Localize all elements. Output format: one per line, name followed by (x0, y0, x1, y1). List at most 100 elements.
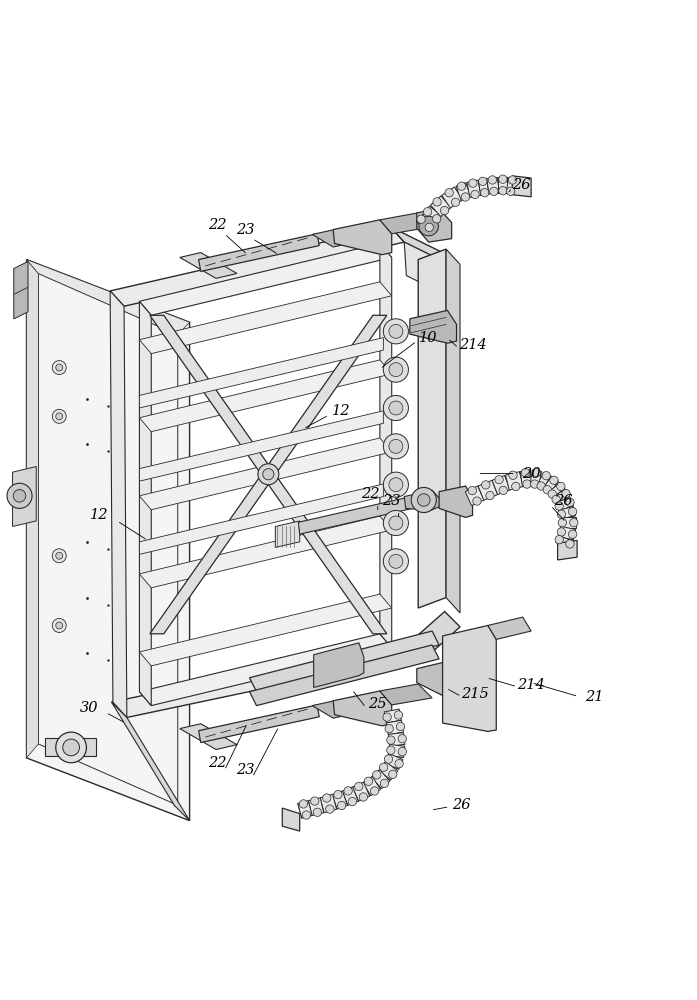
Text: 10: 10 (420, 331, 438, 345)
Circle shape (313, 808, 321, 816)
Circle shape (389, 554, 403, 568)
Circle shape (498, 187, 507, 195)
Circle shape (473, 497, 481, 505)
Circle shape (433, 215, 441, 223)
Polygon shape (380, 213, 432, 234)
Circle shape (52, 409, 66, 423)
Polygon shape (314, 643, 364, 687)
Circle shape (383, 472, 408, 497)
Polygon shape (385, 753, 403, 769)
Polygon shape (312, 230, 355, 247)
Polygon shape (112, 702, 190, 821)
Circle shape (383, 713, 391, 721)
Circle shape (383, 395, 408, 421)
Polygon shape (505, 472, 523, 490)
Circle shape (543, 486, 551, 494)
Polygon shape (139, 282, 392, 354)
Polygon shape (512, 176, 531, 197)
Polygon shape (558, 540, 577, 560)
Circle shape (389, 439, 403, 453)
Text: 26: 26 (554, 494, 572, 508)
Circle shape (555, 536, 563, 544)
Circle shape (542, 472, 551, 480)
Text: 22: 22 (362, 487, 380, 501)
Circle shape (383, 434, 408, 459)
Circle shape (461, 193, 470, 201)
Polygon shape (342, 787, 358, 805)
Circle shape (445, 189, 453, 197)
Polygon shape (380, 244, 392, 648)
Circle shape (395, 759, 404, 768)
Polygon shape (549, 482, 565, 498)
Circle shape (63, 739, 79, 756)
Circle shape (56, 552, 63, 559)
Polygon shape (388, 733, 405, 746)
Circle shape (566, 540, 574, 548)
Circle shape (389, 363, 403, 377)
Circle shape (507, 187, 515, 196)
Text: 25: 25 (369, 697, 387, 711)
Circle shape (569, 530, 577, 538)
Polygon shape (353, 782, 369, 801)
Polygon shape (378, 762, 398, 780)
Circle shape (488, 176, 496, 184)
Circle shape (479, 177, 487, 186)
Polygon shape (443, 625, 496, 731)
Polygon shape (250, 631, 439, 692)
Polygon shape (26, 260, 38, 758)
Circle shape (385, 724, 393, 733)
Circle shape (512, 482, 520, 491)
Circle shape (468, 179, 477, 187)
Text: 22: 22 (208, 756, 227, 770)
Circle shape (387, 746, 395, 754)
Polygon shape (418, 249, 446, 608)
Circle shape (348, 797, 357, 806)
Text: 26: 26 (512, 178, 530, 192)
Circle shape (365, 777, 373, 785)
Polygon shape (410, 310, 457, 343)
Polygon shape (404, 242, 459, 301)
Text: 26: 26 (452, 798, 470, 812)
Circle shape (480, 189, 489, 197)
Circle shape (7, 483, 32, 508)
Polygon shape (466, 486, 484, 506)
Circle shape (495, 475, 503, 484)
Polygon shape (110, 227, 404, 306)
Polygon shape (456, 183, 471, 201)
Text: 21: 21 (585, 690, 603, 704)
Polygon shape (530, 470, 542, 487)
Polygon shape (439, 486, 473, 517)
Circle shape (383, 357, 408, 382)
Circle shape (425, 223, 434, 232)
Polygon shape (380, 684, 432, 705)
Circle shape (302, 811, 311, 819)
Polygon shape (199, 234, 319, 271)
Circle shape (566, 498, 574, 507)
Circle shape (384, 755, 392, 763)
Circle shape (557, 482, 565, 491)
Circle shape (56, 622, 63, 629)
Polygon shape (556, 535, 573, 548)
Polygon shape (139, 634, 392, 706)
Circle shape (441, 206, 449, 215)
Polygon shape (372, 770, 390, 789)
Polygon shape (537, 472, 551, 489)
Circle shape (423, 208, 431, 216)
Polygon shape (45, 738, 96, 756)
Circle shape (555, 502, 563, 510)
Polygon shape (14, 262, 28, 294)
Polygon shape (26, 260, 190, 821)
Polygon shape (558, 507, 576, 519)
Circle shape (387, 736, 395, 744)
Polygon shape (478, 179, 489, 195)
Polygon shape (492, 475, 510, 495)
Circle shape (370, 787, 378, 795)
Polygon shape (139, 301, 151, 706)
Polygon shape (388, 744, 405, 757)
Polygon shape (443, 651, 487, 683)
Text: 12: 12 (90, 508, 108, 522)
Circle shape (52, 549, 66, 563)
Circle shape (389, 324, 403, 338)
Text: 23: 23 (236, 763, 254, 777)
Circle shape (383, 319, 408, 344)
